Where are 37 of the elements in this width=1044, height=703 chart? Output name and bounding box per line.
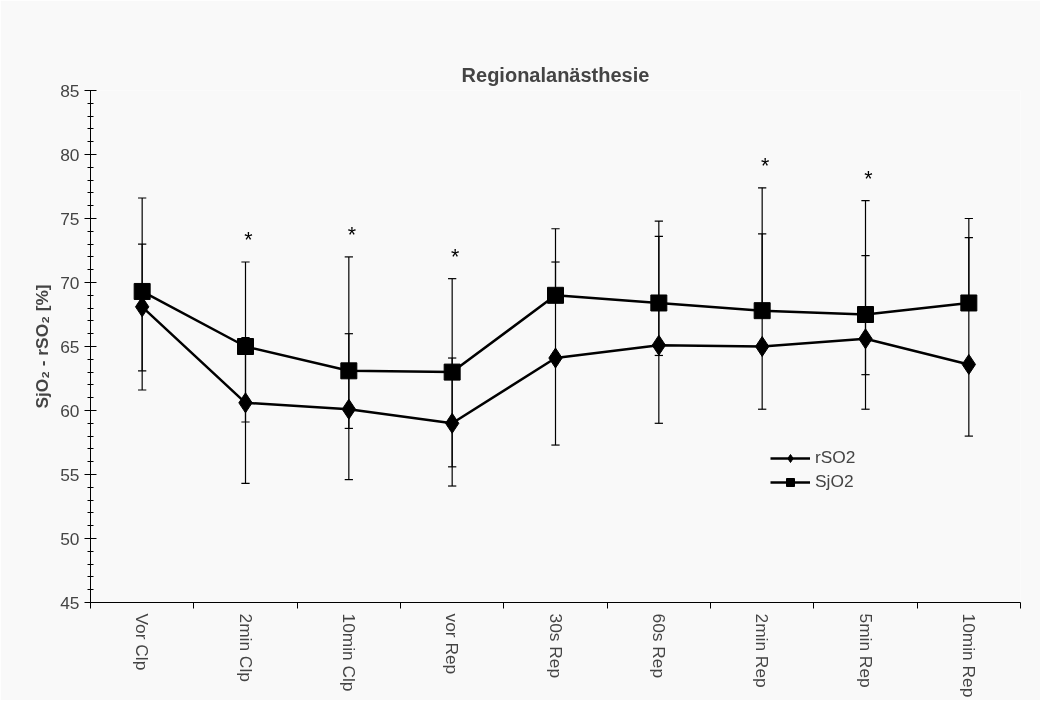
point <box>133 282 151 300</box>
legend-label: SjO2 <box>815 471 854 492</box>
x-tick-label: 10min Clp <box>338 613 359 692</box>
annotation: * <box>347 222 356 247</box>
x-tick-label: vor Rep <box>442 613 463 675</box>
point <box>650 294 668 312</box>
y-tick-label: 70 <box>60 272 80 293</box>
y-tick-label: 45 <box>60 592 80 613</box>
y-tick-label: 60 <box>60 400 80 421</box>
x-tick-label: 2min Clp <box>235 613 256 682</box>
x-tick-label: 5min Rep <box>855 613 876 688</box>
point <box>443 363 461 381</box>
x-tick-label: 60s Rep <box>648 613 669 679</box>
annotation: * <box>244 228 253 253</box>
point <box>755 336 770 357</box>
y-tick-label: 80 <box>60 144 80 165</box>
x-tick-label: 30s Rep <box>545 613 566 679</box>
point <box>960 294 978 312</box>
annotation: * <box>451 244 460 269</box>
annotation: * <box>761 153 770 178</box>
chart-title: Regionalanästhesie <box>461 63 650 86</box>
y-tick-label: 75 <box>60 208 80 229</box>
y-tick-label: 85 <box>60 80 80 101</box>
x-tick-label: 10min Rep <box>958 613 979 698</box>
point <box>857 306 874 323</box>
x-tick-label: Vor Clp <box>132 613 153 671</box>
point <box>237 338 254 355</box>
y-tick-label: 55 <box>60 464 80 485</box>
point <box>753 302 771 320</box>
legend-label: rSO2 <box>815 447 856 468</box>
y-axis-title: SjO₂ - rSO₂ [%] <box>32 284 53 409</box>
point <box>340 362 358 380</box>
y-tick-label: 65 <box>60 336 80 357</box>
y-tick-label: 50 <box>60 528 80 549</box>
x-tick-label: 2min Rep <box>752 613 773 688</box>
point <box>547 286 564 304</box>
annotation: * <box>864 166 873 191</box>
